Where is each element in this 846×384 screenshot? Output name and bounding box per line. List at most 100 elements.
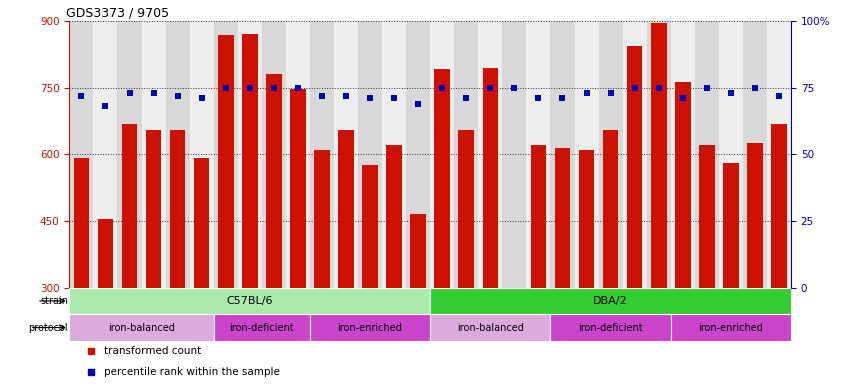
Text: iron-balanced: iron-balanced	[457, 323, 524, 333]
Text: iron-balanced: iron-balanced	[108, 323, 175, 333]
Bar	[146, 130, 162, 288]
Bar	[310, 21, 334, 288]
Bar	[266, 74, 282, 288]
Bar	[699, 146, 715, 288]
Bar	[214, 314, 310, 341]
Point	[700, 84, 713, 91]
Point	[676, 95, 689, 101]
Bar	[310, 314, 430, 341]
Point	[772, 93, 786, 99]
Bar	[362, 166, 378, 288]
Bar	[623, 21, 646, 288]
Point	[147, 90, 161, 96]
Bar	[261, 21, 286, 288]
Point	[580, 90, 593, 96]
Point	[652, 84, 666, 91]
Point	[436, 84, 449, 91]
Bar	[671, 314, 791, 341]
Point	[459, 95, 473, 101]
Bar	[430, 288, 791, 314]
Bar	[74, 158, 89, 288]
Bar	[358, 21, 382, 288]
Text: transformed count: transformed count	[104, 346, 201, 356]
Bar	[314, 150, 330, 288]
Bar	[69, 314, 214, 341]
Text: iron-deficient: iron-deficient	[229, 323, 294, 333]
Bar	[555, 148, 570, 288]
Bar	[695, 21, 719, 288]
Bar	[166, 21, 190, 288]
Bar	[430, 21, 454, 288]
Point	[243, 84, 256, 91]
Point	[531, 95, 545, 101]
Bar	[454, 21, 478, 288]
Bar	[627, 46, 642, 288]
Point	[123, 90, 136, 96]
Text: strain: strain	[40, 296, 68, 306]
Bar	[599, 21, 623, 288]
Bar	[93, 21, 118, 288]
Point	[99, 103, 113, 109]
Point	[628, 84, 641, 91]
Bar	[767, 21, 791, 288]
Bar	[430, 314, 551, 341]
Bar	[675, 82, 690, 288]
Text: protocol: protocol	[28, 323, 68, 333]
Point	[291, 84, 305, 91]
Point	[363, 95, 376, 101]
Text: iron-deficient: iron-deficient	[579, 323, 643, 333]
Bar	[671, 21, 695, 288]
Text: iron-enriched: iron-enriched	[699, 323, 763, 333]
Bar	[719, 21, 743, 288]
Point	[484, 84, 497, 91]
Bar	[434, 69, 450, 288]
Point	[387, 95, 401, 101]
Bar	[97, 219, 113, 288]
Bar	[141, 21, 166, 288]
Bar	[410, 214, 426, 288]
Bar	[530, 146, 547, 288]
Bar	[118, 21, 141, 288]
Point	[219, 84, 233, 91]
Point	[556, 95, 569, 101]
Bar	[382, 21, 406, 288]
Bar	[579, 150, 595, 288]
Bar	[387, 146, 402, 288]
Point	[339, 93, 353, 99]
Bar	[190, 21, 214, 288]
Bar	[482, 68, 498, 288]
Point	[316, 93, 329, 99]
Point	[195, 95, 208, 101]
Bar	[526, 21, 551, 288]
Bar	[503, 21, 526, 288]
Bar	[334, 21, 358, 288]
Bar	[69, 21, 93, 288]
Bar	[290, 89, 305, 288]
Text: iron-enriched: iron-enriched	[338, 323, 403, 333]
Bar	[478, 21, 503, 288]
Bar	[459, 130, 474, 288]
Bar	[747, 143, 763, 288]
Bar	[286, 21, 310, 288]
Bar	[238, 21, 261, 288]
Text: GDS3373 / 9705: GDS3373 / 9705	[66, 7, 169, 20]
Bar	[603, 130, 618, 288]
Bar	[772, 124, 787, 288]
Bar	[170, 130, 185, 288]
Point	[267, 84, 281, 91]
Text: percentile rank within the sample: percentile rank within the sample	[104, 367, 280, 377]
Bar	[218, 35, 233, 288]
Bar	[69, 288, 430, 314]
Point	[74, 93, 88, 99]
Bar	[338, 130, 354, 288]
Text: DBA/2: DBA/2	[593, 296, 628, 306]
Bar	[551, 21, 574, 288]
Bar	[122, 124, 137, 288]
Bar	[194, 158, 210, 288]
Point	[411, 101, 425, 107]
Bar	[574, 21, 599, 288]
Bar	[651, 23, 667, 288]
Bar	[214, 21, 238, 288]
Bar	[723, 163, 739, 288]
Point	[724, 90, 738, 96]
